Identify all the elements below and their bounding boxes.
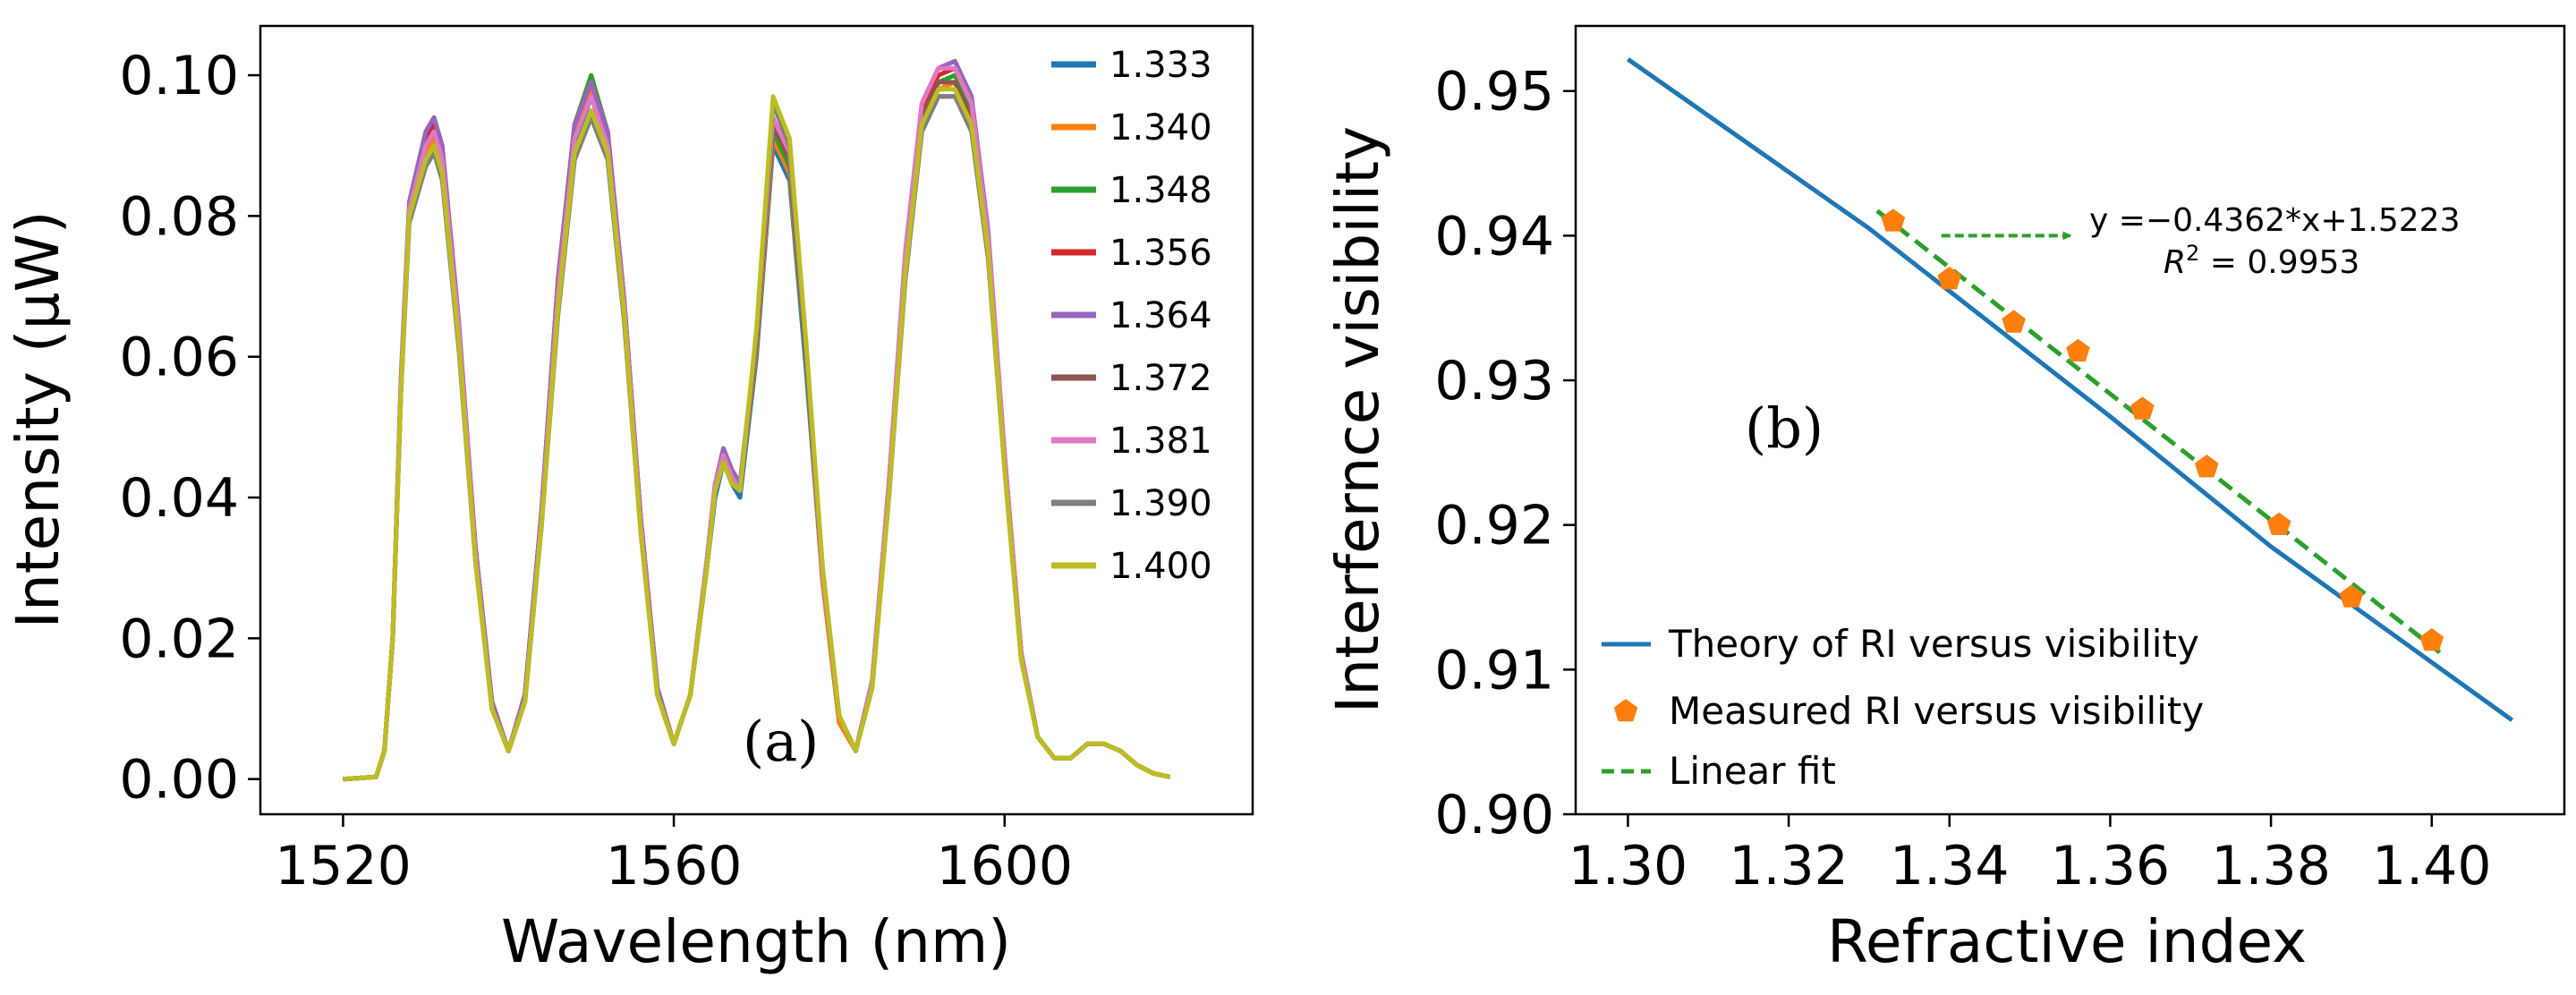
y-tick-label: 0.91 [1434,639,1554,702]
panel-a-y-ticks: 0.00 0.02 0.04 0.06 0.08 0.10 [119,45,260,812]
fit-r-squared-value: = 0.9953 [2199,244,2359,281]
fit-r-squared: R2 = 0.9953 [2164,241,2359,281]
panel-b-y-ticks: 0.90 0.91 0.92 0.93 0.94 0.95 [1434,61,1576,846]
series-line-1.400 [343,87,1171,782]
panel-b-x-ticks: 1.30 1.32 1.34 1.36 1.38 1.40 [1569,814,2492,897]
legend-label-measured: Measured RI versus visibility [1669,689,2204,733]
panel-b-visibility-chart: 1.30 1.32 1.34 1.36 1.38 1.40 0.900.910.920.9… [1323,24,2566,976]
legend-label-1.400: 1.400 [1109,546,1212,587]
legend-label-1.356: 1.356 [1109,233,1212,274]
legend-label-fit: Linear fit [1669,749,1836,793]
panel-b-legend: Theory of RI versus visibility Measured R… [1602,622,2204,793]
x-tick-label: 1.34 [1890,835,2010,897]
x-tick-label: 1.32 [1729,835,1849,897]
measured-point [2066,338,2090,361]
x-tick-label: 1600 [936,835,1073,897]
legend-label-1.372: 1.372 [1109,358,1212,399]
fit-equation: y =−0.4362*x+1.5223 [2089,202,2460,239]
fit-r-squared-sup: 2 [2186,241,2199,266]
panel-a-frame [259,24,1254,816]
panel-a-x-axis-label: Wavelength (nm) [501,907,1011,976]
legend-label-1.348: 1.348 [1109,170,1212,211]
measured-point [2419,628,2444,651]
panel-a-spectrum-chart: 1520 1560 1600 0.00 0.02 0.04 0.06 0.08 0.10 Wa… [4,24,1254,976]
x-tick-label: 1.40 [2372,835,2492,897]
x-tick-label: 1560 [606,835,743,897]
y-tick-label: 0.90 [1434,784,1554,846]
panel-a-y-axis-label: Intensity (μW) [4,211,72,629]
x-tick-label: 1520 [275,835,412,897]
y-tick-label: 0.95 [1434,61,1554,123]
panel-a-series-group [343,58,1171,782]
panel-b-plot-group [1626,57,2514,722]
y-tick-label: 0.10 [119,45,239,107]
measured-point [1881,208,1906,232]
measured-point [2266,512,2291,535]
panel-b-frame [1574,24,2566,816]
measured-point [2130,396,2155,420]
measured-point [2002,310,2026,333]
y-tick-label: 0.06 [119,327,239,389]
legend-label-1.381: 1.381 [1109,421,1212,462]
legend-label-1.364: 1.364 [1109,295,1212,336]
x-tick-label: 1.38 [2211,835,2331,897]
legend-label-1.333: 1.333 [1109,45,1212,86]
panel-a-tag: (a) [743,709,819,774]
x-tick-label: 1.30 [1569,835,1688,897]
y-tick-label: 0.02 [119,608,239,670]
y-tick-label: 0.00 [119,749,239,812]
measured-point [1937,266,1962,290]
legend-swatch-measured [1613,699,1638,722]
measured-point [2194,455,2219,478]
x-tick-label: 1.36 [2051,835,2171,897]
panel-b-x-axis-label: Refractive index [1827,907,2307,976]
legend-label-theory: Theory of RI versus visibility [1668,622,2199,666]
y-tick-label: 0.04 [119,467,239,530]
panel-a-x-ticks: 1520 1560 1600 [275,814,1073,897]
y-tick-label: 0.94 [1434,205,1554,268]
panel-b-tag: (b) [1745,395,1824,461]
fit-r-squared-symbol: R [2164,244,2186,281]
panel-a-legend: 1.333 1.340 1.348 1.356 1.364 1.372 1.381 1.390… [1051,45,1212,587]
measured-point [2339,584,2364,608]
y-tick-label: 0.92 [1434,495,1554,557]
panel-b-y-axis-label: Interfernce visibility [1323,126,1392,713]
legend-label-1.390: 1.390 [1109,483,1212,524]
legend-label-1.340: 1.340 [1109,107,1212,149]
y-tick-label: 0.93 [1434,350,1554,412]
y-tick-label: 0.08 [119,185,239,248]
